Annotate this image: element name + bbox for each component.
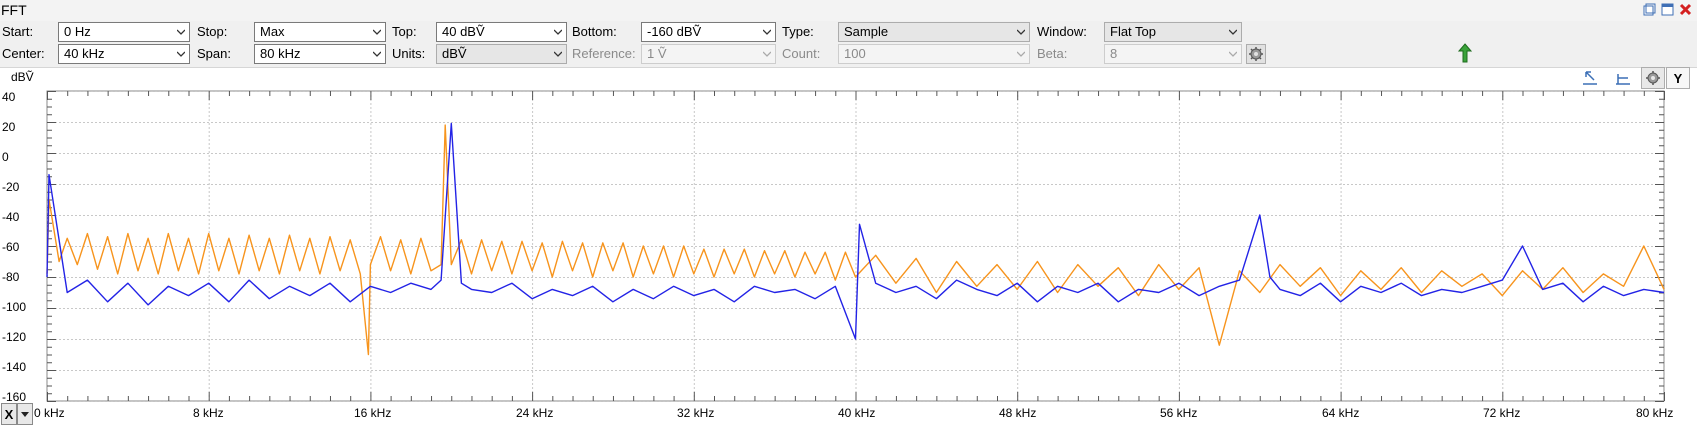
start-select[interactable]: 0 Hz [58, 22, 190, 42]
y-tick-label: -160 [2, 390, 27, 404]
chevron-down-icon [177, 51, 185, 57]
reference-label: Reference: [572, 46, 636, 61]
beta-value: 8 [1110, 46, 1118, 61]
units-label: Units: [392, 46, 426, 61]
y-tick-label: -20 [2, 180, 20, 194]
bottom-select[interactable]: -160 dBṼ [641, 22, 776, 42]
chevron-down-icon [763, 29, 771, 35]
x-tick-label: 80 kHz [1636, 406, 1674, 420]
x-tick-label: 8 kHz [193, 406, 224, 420]
stop-value: Max [260, 24, 285, 39]
center-label: Center: [2, 46, 45, 61]
top-value: 40 dBṼ [442, 24, 485, 39]
chevron-down-icon [554, 51, 562, 57]
window-buttons [1642, 2, 1693, 17]
marker-arrow-icon [1583, 71, 1597, 85]
maximize-icon[interactable] [1660, 2, 1675, 17]
green-up-arrow-icon[interactable] [1458, 43, 1472, 63]
y-tick-label: -120 [2, 330, 27, 344]
x-tick-label: 24 kHz [516, 406, 554, 420]
chevron-down-icon [373, 51, 381, 57]
gear-icon [1646, 71, 1660, 85]
x-tick-label: 48 kHz [999, 406, 1037, 420]
x-axis-button[interactable]: X [1, 403, 17, 425]
span-select[interactable]: 80 kHz [254, 44, 386, 64]
bottom-value: -160 dBṼ [647, 24, 702, 39]
start-label: Start: [2, 24, 34, 39]
count-label: Count: [782, 46, 821, 61]
chevron-down-icon [1017, 51, 1025, 57]
x-tick-label: 72 kHz [1483, 406, 1521, 420]
restore-icon[interactable] [1642, 2, 1657, 17]
window-function-select[interactable]: Flat Top [1104, 22, 1242, 42]
span-label: Span: [197, 46, 231, 61]
chevron-down-icon [763, 51, 771, 57]
marker-left-button[interactable] [1578, 67, 1602, 89]
x-tick-label: 40 kHz [838, 406, 876, 420]
chevron-down-icon [554, 29, 562, 35]
y-tick-label: -60 [2, 240, 20, 254]
x-tick-label: 64 kHz [1322, 406, 1360, 420]
baseline-marker-icon [1616, 74, 1630, 85]
center-select[interactable]: 40 kHz [58, 44, 190, 64]
count-select: 100 [838, 44, 1030, 64]
top-label: Top: [392, 24, 417, 39]
plot-settings-button[interactable] [1641, 67, 1665, 89]
beta-select: 8 [1104, 44, 1242, 64]
stop-select[interactable]: Max [254, 22, 386, 42]
type-value: Sample [844, 24, 889, 39]
chevron-down-icon [373, 29, 381, 35]
chevron-down-icon [177, 29, 185, 35]
beta-label: Beta: [1037, 46, 1068, 61]
plot-series [46, 122, 1665, 356]
bottom-label: Bottom: [572, 24, 617, 39]
reference-value: 1 Ṽ [647, 46, 667, 61]
y-tick-label: 0 [2, 150, 9, 164]
units-select[interactable]: dBṼ [436, 44, 567, 64]
y-tick-label: -140 [2, 360, 27, 374]
x-tick-label: 56 kHz [1160, 406, 1198, 420]
count-value: 100 [844, 46, 866, 61]
type-label: Type: [782, 24, 814, 39]
top-select[interactable]: 40 dBṼ [436, 22, 567, 42]
series-line-orange [46, 124, 1665, 356]
x-tick-label: 32 kHz [677, 406, 715, 420]
x-tick-label: 0 kHz [34, 406, 65, 420]
window-title: FFT [1, 2, 27, 18]
x-axis-dropdown[interactable] [17, 403, 33, 425]
chevron-down-icon [1229, 51, 1237, 57]
gear-icon [1249, 47, 1263, 61]
series-line-blue [46, 122, 1665, 340]
center-value: 40 kHz [64, 46, 105, 61]
chevron-down-icon [1017, 29, 1025, 35]
y-tick-label: -80 [2, 270, 20, 284]
marker-baseline-button[interactable] [1611, 67, 1635, 89]
span-value: 80 kHz [260, 46, 301, 61]
settings-gear-button[interactable] [1246, 44, 1266, 64]
window-function-label: Window: [1037, 24, 1087, 39]
y-axis-button[interactable]: Y [1666, 67, 1690, 89]
reference-select: 1 Ṽ [641, 44, 776, 64]
y-tick-label: -40 [2, 210, 20, 224]
close-icon[interactable] [1678, 2, 1693, 17]
y-tick-label: 20 [2, 120, 16, 134]
stop-label: Stop: [197, 24, 228, 39]
y-tick-label: -100 [2, 300, 27, 314]
plot-tick-marks [47, 91, 1665, 402]
fft-settings-toolbar: Start: 0 Hz Stop: Max Top: 40 dBṼ Botto… [0, 21, 1697, 68]
caret-down-icon [21, 412, 29, 417]
window-function-value: Flat Top [1110, 24, 1157, 39]
chevron-down-icon [1229, 29, 1237, 35]
y-tick-label: 40 [2, 90, 16, 104]
units-value: dBṼ [442, 46, 467, 61]
x-tick-label: 16 kHz [354, 406, 392, 420]
y-unit-label: dBṼ [11, 70, 34, 84]
start-value: 0 Hz [64, 24, 91, 39]
type-select[interactable]: Sample [838, 22, 1030, 42]
